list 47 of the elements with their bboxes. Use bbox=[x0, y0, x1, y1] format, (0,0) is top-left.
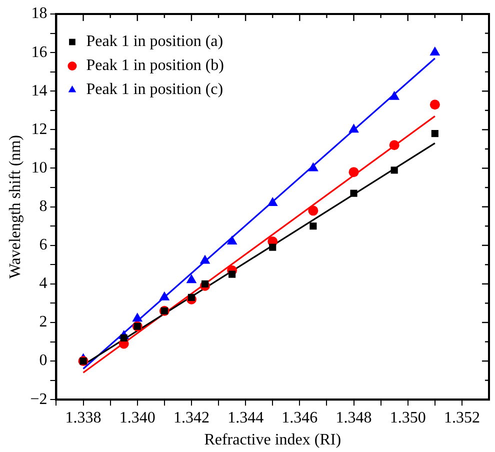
x-tick-label: 1.338 bbox=[65, 409, 102, 426]
legend-label: Peak 1 in position (b) bbox=[86, 57, 224, 74]
point bbox=[188, 294, 195, 301]
y-tick-label: 8 bbox=[39, 198, 48, 216]
legend-label: Peak 1 in position (a) bbox=[86, 33, 224, 50]
point bbox=[226, 236, 238, 245]
point bbox=[269, 244, 276, 251]
point bbox=[348, 124, 359, 133]
point bbox=[348, 167, 359, 178]
point bbox=[350, 190, 358, 197]
point bbox=[390, 166, 398, 174]
point bbox=[389, 90, 400, 100]
point bbox=[310, 222, 317, 230]
point bbox=[201, 280, 209, 288]
x-tick-label: 1.352 bbox=[444, 409, 480, 426]
x-tick-label: 1.348 bbox=[336, 409, 372, 426]
y-tick-label: 2 bbox=[39, 314, 48, 331]
point bbox=[308, 162, 318, 172]
y-tick-label: 12 bbox=[31, 120, 48, 138]
y-tick-label: 4 bbox=[39, 275, 48, 292]
x-tick-label: 1.346 bbox=[282, 409, 318, 426]
point bbox=[308, 206, 318, 216]
y-tick-label: −2 bbox=[30, 390, 48, 408]
y-axis-title: Wavelength shift (nm) bbox=[6, 135, 24, 279]
y-tick-label: 14 bbox=[31, 82, 48, 100]
x-axis-title: Refractive index (RI) bbox=[204, 432, 342, 449]
point bbox=[132, 312, 143, 322]
point bbox=[389, 140, 400, 150]
point bbox=[120, 334, 128, 342]
y-tick-label: 16 bbox=[31, 44, 48, 61]
y-tick-label: 10 bbox=[31, 159, 48, 176]
point bbox=[430, 46, 440, 56]
legend-label: Peak 1 in position (c) bbox=[86, 81, 224, 98]
x-tick-label: 1.350 bbox=[390, 409, 426, 426]
y-tick-label: 18 bbox=[31, 5, 48, 22]
y-tick-label: 6 bbox=[39, 236, 48, 254]
x-tick-label: 1.344 bbox=[228, 409, 264, 426]
point bbox=[431, 130, 438, 138]
point bbox=[267, 196, 278, 206]
point bbox=[228, 270, 236, 278]
y-tick-label: 0 bbox=[39, 352, 48, 370]
point bbox=[430, 100, 440, 110]
point bbox=[200, 254, 210, 264]
point bbox=[186, 274, 197, 284]
x-tick-label: 1.342 bbox=[173, 409, 210, 426]
point bbox=[159, 291, 170, 300]
x-tick-label: 1.340 bbox=[119, 409, 156, 426]
